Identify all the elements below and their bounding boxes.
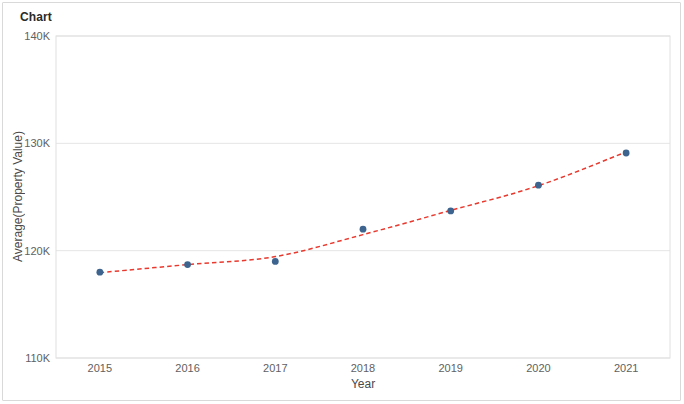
y-tick-label: 110K (25, 352, 51, 364)
data-point[interactable] (360, 226, 367, 233)
x-tick-label: 2019 (438, 362, 462, 374)
data-point[interactable] (623, 150, 630, 157)
data-point[interactable] (272, 258, 279, 265)
x-tick-label: 2020 (526, 362, 550, 374)
trend-line (100, 152, 626, 273)
plot-area (56, 36, 670, 358)
x-tick-label: 2015 (88, 362, 112, 374)
y-tick-label: 140K (24, 30, 50, 42)
x-tick-label: 2021 (614, 362, 638, 374)
x-tick-label: 2017 (263, 362, 287, 374)
data-point[interactable] (535, 182, 542, 189)
data-point[interactable] (447, 208, 454, 215)
x-tick-label: 2016 (175, 362, 199, 374)
chart-canvas: 110K 120K 130K 140K 2015 2016 2017 2018 2019 2020… (0, 0, 684, 404)
x-tick-label: 2018 (351, 362, 375, 374)
y-tick-label: 120K (24, 245, 50, 257)
data-point[interactable] (184, 261, 191, 268)
y-tick-label: 130K (24, 137, 50, 149)
data-point[interactable] (96, 269, 103, 276)
y-axis-title: Average(Property Value) (10, 36, 26, 358)
x-axis-title: Year (56, 377, 670, 391)
